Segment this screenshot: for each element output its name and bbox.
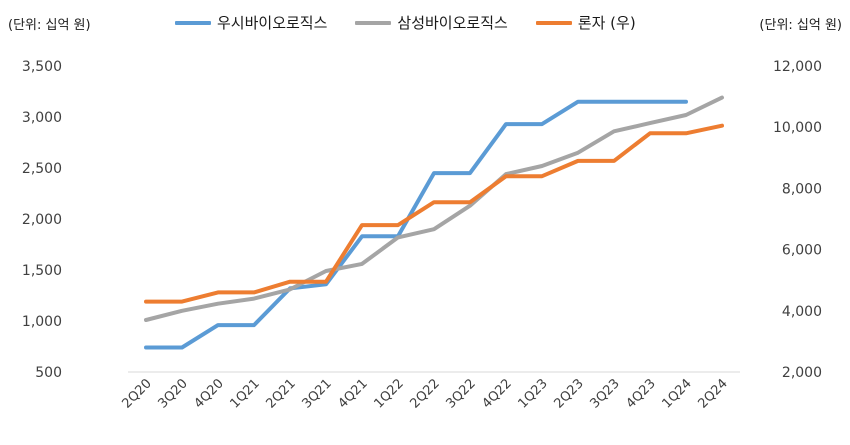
x-axis-tick-label-4: 2Q21 [263,376,298,411]
left-axis-tick-label-6: 3,500 [22,59,62,75]
x-axis-tick-label-11: 1Q23 [515,376,550,411]
x-axis-tick-label-15: 1Q24 [659,376,694,411]
series-line-samsung [144,95,724,322]
x-axis-tick-label-10: 4Q22 [479,376,514,411]
x-axis-tick-label-13: 3Q23 [587,376,622,411]
x-axis-tick-label-8: 2Q22 [407,376,442,411]
right-axis-tick-label-2: 6,000 [782,243,822,259]
legend-label-lonza: 론자 (우) [577,14,636,32]
x-axis-tick-label-7: 1Q22 [371,376,406,411]
legend-item-lonza: 론자 (우) [535,12,636,33]
x-axis-tick-label-14: 4Q23 [623,376,658,411]
left-axis-tick-label-5: 3,000 [22,110,62,126]
x-axis-tick-label-3: 1Q21 [227,376,262,411]
x-axis-tick-label-0: 2Q20 [119,376,154,411]
legend-item-samsung: 삼성바이오로직스 [355,12,508,33]
left-axis-unit-label: (단위: 십억 원) [8,18,91,33]
legend-swatch-wuxi [175,20,211,25]
legend-swatch-samsung [355,20,392,25]
legend-item-wuxi: 우시바이오로직스 [175,12,327,33]
series-line-wuxi [144,99,688,350]
left-axis-tick-label-2: 1,500 [22,263,62,279]
x-axis-tick-label-1: 3Q20 [155,376,190,411]
chart-legend: 우시바이오로직스 삼성바이오로직스 론자 (우) [175,12,636,33]
series-line-lonza [144,123,724,304]
legend-swatch-lonza [535,20,572,25]
left-axis-tick-label-1: 1,000 [22,314,62,330]
left-axis-tick-label-4: 2,500 [22,161,62,177]
x-axis-tick-label-16: 2Q24 [695,376,730,411]
right-axis-tick-label-0: 2,000 [782,365,822,381]
left-axis-tick-label-0: 500 [35,365,62,381]
x-axis-tick-label-6: 4Q21 [335,376,370,411]
right-axis-unit-label: (단위: 십억 원) [759,18,842,33]
right-axis-tick-label-3: 8,000 [782,181,822,197]
legend-label-wuxi: 우시바이오로직스 [217,14,328,32]
right-axis-tick-label-4: 10,000 [773,120,822,136]
legend-label-samsung: 삼성바이오로직스 [397,14,508,32]
x-axis-tick-label-12: 2Q23 [551,376,586,411]
x-axis-tick-label-9: 3Q22 [443,376,478,411]
right-axis-tick-label-1: 4,000 [782,304,822,320]
right-axis-tick-label-5: 12,000 [773,59,822,75]
x-axis-tick-label-2: 4Q20 [191,376,226,411]
left-axis-tick-label-3: 2,000 [22,212,62,228]
x-axis-tick-label-5: 3Q21 [299,376,334,411]
